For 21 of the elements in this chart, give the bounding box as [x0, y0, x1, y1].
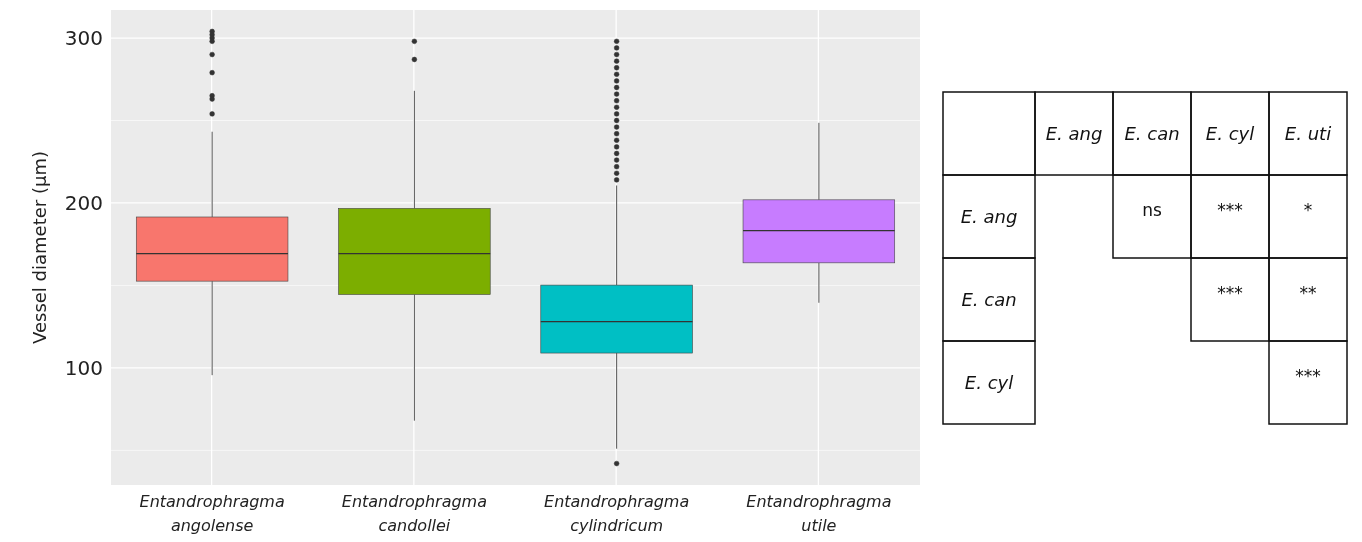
text: *** — [1217, 283, 1243, 304]
text: *** — [1217, 200, 1243, 221]
y-tick-label: 100 — [64, 355, 103, 380]
y-tick-label: 300 — [64, 26, 103, 51]
category-label: E. ang — [1045, 122, 1103, 144]
text: *** — [1295, 366, 1321, 387]
category-label: E. can — [961, 288, 1017, 310]
x-tick-label: Entandrophragma candollei — [341, 492, 487, 535]
y-tick-label: 200 — [64, 190, 103, 215]
y-axis-title: Vessel diameter (µm) — [29, 151, 50, 344]
text: * — [1303, 200, 1313, 221]
category-label: E. can — [1124, 122, 1180, 144]
text: ** — [1299, 283, 1317, 304]
category-label: E. ang — [960, 205, 1018, 227]
text: ns — [1142, 200, 1162, 221]
x-tick-label: Entandrophragma utile — [746, 492, 892, 535]
category-label: E. uti — [1284, 122, 1332, 144]
category-label: E. cyl — [1205, 122, 1255, 144]
category-label: E. cyl — [964, 371, 1014, 393]
x-tick-label: Entandrophragma angolense — [139, 492, 285, 535]
x-tick-label: Entandrophragma cylindricum — [544, 492, 690, 535]
